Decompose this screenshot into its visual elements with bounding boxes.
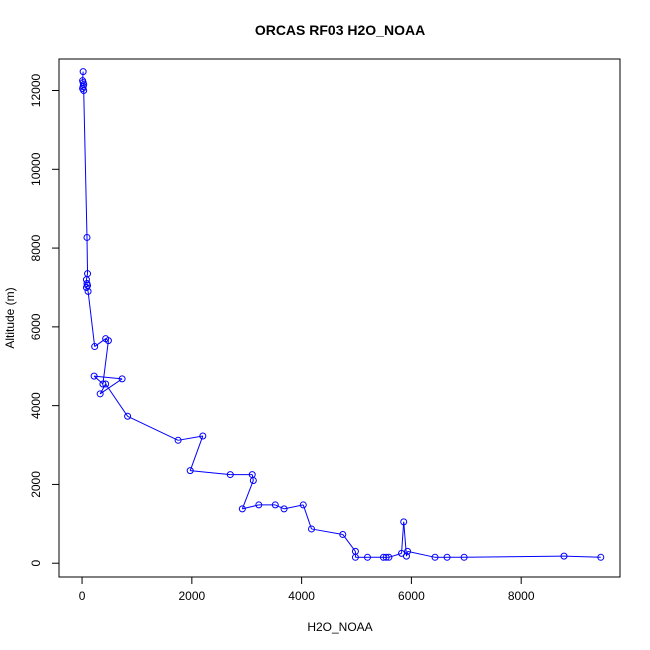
y-tick-label: 2000 (29, 471, 43, 498)
data-point (379, 553, 387, 561)
data-point (91, 343, 99, 351)
series-segment (99, 378, 123, 395)
data-point (124, 412, 132, 420)
series-segment (87, 291, 96, 347)
data-point (249, 476, 257, 484)
series-segment (275, 504, 285, 510)
x-axis: 0 2000 4000 6000 8000 (79, 576, 535, 603)
data-point (99, 380, 107, 388)
data-point (339, 530, 347, 538)
data-point (102, 380, 110, 388)
data-point (402, 552, 410, 560)
series-segment (86, 237, 89, 274)
data-point (385, 553, 393, 561)
series-segment (302, 504, 312, 530)
data-point (460, 553, 468, 561)
data-point (84, 287, 92, 295)
data-point (83, 233, 91, 241)
y-tick-label: 6000 (29, 313, 43, 340)
data-point (199, 432, 207, 440)
data-point (382, 553, 390, 561)
series-segment (407, 550, 436, 558)
y-tick-label: 4000 (29, 392, 43, 419)
series-segment (311, 528, 343, 535)
data-point (238, 505, 246, 513)
data-point (186, 467, 194, 475)
series-segment (94, 375, 123, 380)
series-segment (93, 375, 104, 385)
data-point (90, 372, 98, 380)
data-point (560, 552, 568, 560)
y-tick-label: 10000 (29, 152, 43, 186)
chart-title: ORCAS RF03 H2O_NOAA (255, 22, 425, 38)
data-point (79, 68, 87, 76)
data-point (400, 518, 408, 526)
y-axis: 0 2000 4000 6000 8000 10000 12000 (29, 74, 60, 567)
data-point (280, 505, 288, 513)
y-tick-label: 12000 (29, 74, 43, 108)
x-tick-label: 4000 (288, 589, 315, 603)
series-segment (105, 383, 129, 417)
series-segment (189, 435, 204, 471)
y-tick-label: 0 (29, 560, 43, 567)
series-segment (405, 551, 409, 557)
series-segment (94, 338, 106, 347)
x-tick-label: 8000 (508, 589, 535, 603)
data-point (351, 553, 359, 561)
data-point (597, 553, 605, 561)
x-axis-label: H2O_NOAA (307, 620, 372, 634)
series-segment (99, 383, 107, 395)
y-tick-label: 8000 (29, 234, 43, 261)
data-point (443, 553, 451, 561)
series-segment (403, 521, 407, 557)
data-point (80, 87, 88, 95)
x-tick-label: 2000 (178, 589, 205, 603)
data-point (363, 553, 371, 561)
series-segment (127, 415, 179, 441)
series-h2o-noaa (79, 68, 605, 561)
data-point (104, 337, 112, 345)
series-segment (563, 555, 601, 558)
x-tick-label: 6000 (398, 589, 425, 603)
series-segment (178, 435, 203, 441)
data-point (431, 553, 439, 561)
data-point (404, 547, 412, 555)
series-segment (83, 90, 88, 238)
data-point (255, 501, 263, 509)
series-segment (241, 480, 254, 510)
data-point (299, 501, 307, 509)
data-point (96, 390, 104, 398)
series-segment (82, 71, 84, 81)
series-segment (464, 555, 565, 558)
data-point (226, 471, 234, 479)
series-segment (190, 470, 231, 476)
series-segment (388, 552, 402, 558)
data-point (82, 283, 90, 291)
data-point (308, 525, 316, 533)
series-segment (342, 534, 356, 552)
y-axis-label: Altitude (m) (3, 287, 17, 348)
data-point (271, 501, 279, 509)
series-segment (401, 521, 405, 554)
data-point (118, 375, 126, 383)
x-tick-label: 0 (79, 589, 86, 603)
data-point (174, 436, 182, 444)
plot-frame (58, 58, 621, 578)
